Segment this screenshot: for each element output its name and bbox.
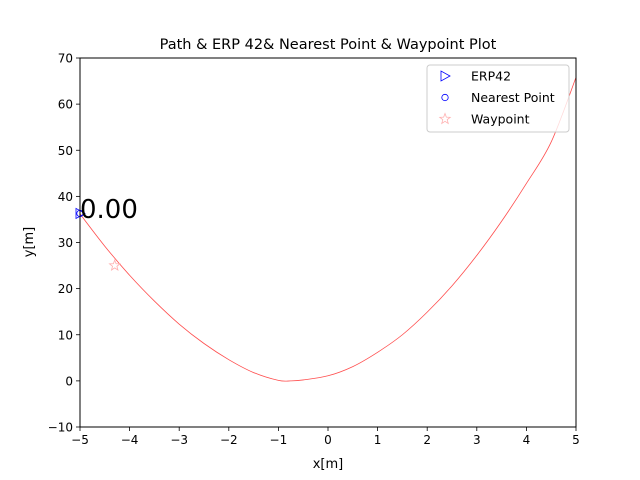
y-tick-label: 0 bbox=[65, 374, 73, 388]
waypoint-marker bbox=[108, 258, 122, 271]
legend-label: Nearest Point bbox=[471, 90, 555, 105]
y-tick-label: 50 bbox=[58, 144, 73, 158]
x-tick-label: 3 bbox=[473, 433, 481, 447]
x-axis-ticks: −5 −4 −3 −2 −1 0 1 2 3 4 5 bbox=[71, 427, 580, 447]
x-tick-label: 1 bbox=[374, 433, 382, 447]
legend-marker-nearest-point bbox=[441, 93, 449, 102]
x-tick-label: 0 bbox=[324, 433, 332, 447]
legend-label: ERP42 bbox=[471, 69, 511, 84]
legend: ERP42 Nearest Point Waypoint bbox=[426, 64, 570, 133]
y-tick-label: 20 bbox=[58, 282, 73, 296]
x-tick-label: 5 bbox=[572, 433, 580, 447]
plot-area: 0.00 bbox=[75, 77, 576, 382]
y-tick-label: 70 bbox=[58, 52, 73, 66]
y-tick-label: 60 bbox=[58, 98, 73, 112]
x-tick-label: 4 bbox=[523, 433, 531, 447]
y-tick-label: 40 bbox=[58, 190, 73, 204]
x-tick-label: −1 bbox=[270, 433, 288, 447]
y-axis-ticks: −10 0 10 20 30 40 50 60 70 bbox=[48, 52, 80, 435]
x-tick-label: −2 bbox=[220, 433, 238, 447]
legend-items: ERP42 Nearest Point Waypoint bbox=[438, 69, 555, 127]
chart-title: Path & ERP 42& Nearest Point & Waypoint … bbox=[160, 37, 497, 53]
x-tick-label: −5 bbox=[71, 433, 89, 447]
x-tick-label: 2 bbox=[423, 433, 431, 447]
x-tick-label: −3 bbox=[170, 433, 188, 447]
y-tick-label: −10 bbox=[48, 421, 73, 435]
y-tick-label: 10 bbox=[58, 328, 73, 342]
annotation-label: 0.00 bbox=[80, 195, 138, 225]
legend-label: Waypoint bbox=[471, 112, 530, 127]
y-tick-label: 30 bbox=[58, 236, 73, 250]
legend-marker-waypoint bbox=[438, 112, 452, 125]
legend-box bbox=[426, 64, 570, 133]
y-axis-label: y[m] bbox=[22, 227, 37, 258]
legend-marker-erp42 bbox=[440, 70, 451, 82]
x-tick-label: −4 bbox=[121, 433, 139, 447]
x-axis-label: x[m] bbox=[313, 457, 344, 472]
path-curve bbox=[80, 77, 576, 382]
